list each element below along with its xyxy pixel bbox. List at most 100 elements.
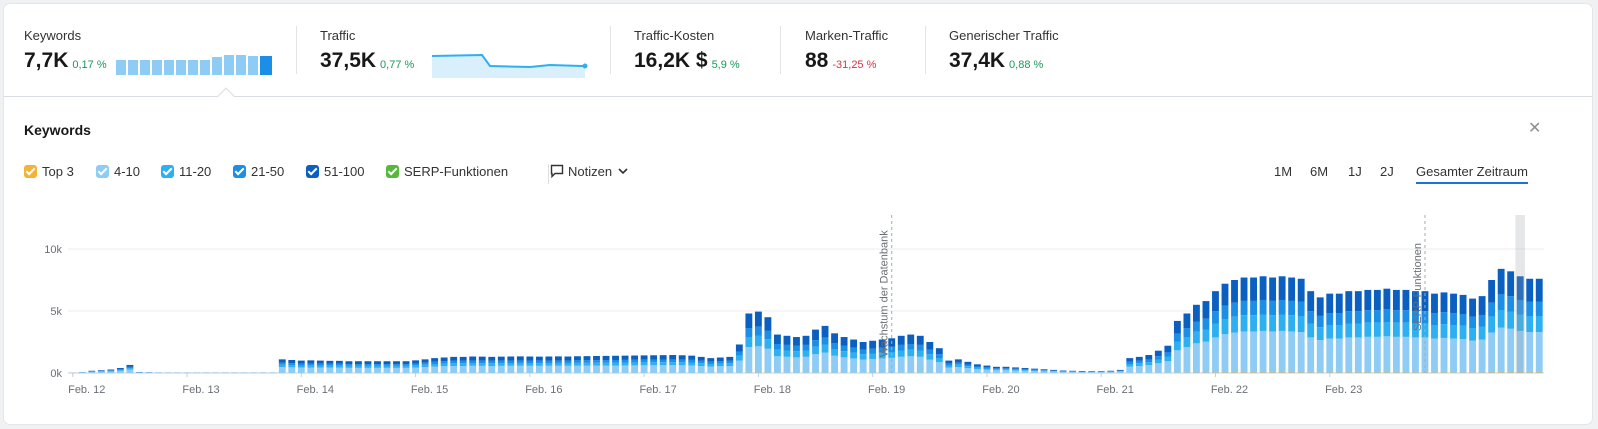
bar-stack[interactable]	[1526, 278, 1534, 373]
bar-stack[interactable]	[745, 313, 753, 373]
bar-stack[interactable]	[1345, 291, 1353, 373]
bar-stack[interactable]	[497, 356, 505, 373]
bar-stack[interactable]	[1031, 368, 1038, 373]
bar-stack[interactable]	[1269, 277, 1277, 373]
legend-item-21-50[interactable]: 21-50	[233, 164, 284, 184]
bar-stack[interactable]	[669, 355, 677, 373]
bar-stack[interactable]	[1059, 370, 1067, 373]
metric-keywords[interactable]: Keywords 7,7K 0,17 %	[24, 28, 107, 75]
bar-stack[interactable]	[1459, 294, 1467, 373]
bar-stack[interactable]	[821, 325, 829, 373]
period-all-time[interactable]: Gesamter Zeitraum	[1416, 164, 1528, 184]
bar-stack[interactable]	[278, 359, 286, 373]
bar-stack[interactable]	[1373, 289, 1381, 373]
bar-stack[interactable]	[954, 359, 962, 373]
bar-stack[interactable]	[631, 355, 639, 373]
bar-stack[interactable]	[612, 355, 619, 373]
bar-stack[interactable]	[1450, 293, 1457, 373]
bar-stack[interactable]	[1040, 369, 1048, 373]
bar-stack[interactable]	[964, 361, 972, 373]
bar-stack[interactable]	[107, 369, 115, 373]
bar-stack[interactable]	[374, 361, 381, 373]
bar-stack[interactable]	[288, 359, 296, 373]
bar-stack[interactable]	[1431, 293, 1438, 373]
bar-stack[interactable]	[897, 335, 905, 373]
bar-stack[interactable]	[907, 334, 915, 373]
bar-stack[interactable]	[650, 355, 658, 373]
legend-item-11-20[interactable]: 11-20	[161, 164, 211, 184]
bar-stack[interactable]	[707, 358, 715, 373]
bar-stack[interactable]	[1202, 301, 1210, 373]
bar-stack[interactable]	[735, 344, 743, 373]
metric-generic-traffic[interactable]: Generischer Traffic 37,4K 0,88 %	[949, 28, 1059, 75]
bar-stack[interactable]	[335, 360, 343, 373]
bar-stack[interactable]	[1354, 291, 1362, 373]
bar-stack[interactable]	[297, 360, 305, 373]
bar-stack[interactable]	[88, 370, 96, 373]
bar-stack[interactable]	[754, 311, 762, 373]
bar-stack[interactable]	[983, 365, 991, 373]
bar-stack[interactable]	[1316, 297, 1324, 373]
bar-stack[interactable]	[1021, 368, 1029, 373]
bar-stack[interactable]	[1193, 304, 1200, 373]
bar-stack[interactable]	[850, 339, 858, 373]
bar-stack[interactable]	[507, 356, 515, 373]
bar-stack[interactable]	[326, 360, 334, 373]
bar-stack[interactable]	[878, 339, 886, 373]
bar-stack[interactable]	[535, 356, 543, 373]
bar-stack[interactable]	[764, 317, 772, 373]
metric-traffic[interactable]: Traffic 37,5K 0,77 %	[320, 28, 414, 75]
bar-stack[interactable]	[1288, 277, 1296, 373]
period-1m[interactable]: 1M	[1274, 164, 1293, 179]
bar-stack[interactable]	[383, 361, 391, 373]
period-1y[interactable]: 1J	[1348, 164, 1362, 179]
bar-stack[interactable]	[1364, 289, 1372, 373]
bar-stack[interactable]	[1307, 291, 1315, 373]
bar-stack[interactable]	[1259, 276, 1267, 373]
bar-stack[interactable]	[926, 342, 934, 373]
bar-stack[interactable]	[402, 361, 410, 373]
metric-brand-traffic[interactable]: Marken-Traffic 88 -31,25 %	[805, 28, 888, 75]
bar-stack[interactable]	[1135, 356, 1143, 373]
bar-stack[interactable]	[421, 359, 429, 373]
bar-stack[interactable]	[1164, 345, 1172, 373]
bar-stack[interactable]	[1297, 278, 1305, 373]
bar-stack[interactable]	[802, 335, 810, 373]
bar-stack[interactable]	[431, 358, 439, 373]
bar-stack[interactable]	[831, 333, 838, 373]
bar-stack[interactable]	[1478, 296, 1486, 373]
bar-stack[interactable]	[945, 360, 953, 373]
bar-stack[interactable]	[1240, 277, 1248, 373]
bar-stack[interactable]	[1335, 293, 1343, 373]
bar-stack[interactable]	[1078, 371, 1086, 373]
period-2y[interactable]: 2J	[1380, 164, 1394, 179]
bar-stack[interactable]	[716, 357, 724, 374]
bar-stack[interactable]	[1183, 313, 1191, 373]
bar-stack[interactable]	[412, 360, 420, 373]
bar-stack[interactable]	[840, 337, 848, 373]
bar-stack[interactable]	[1231, 280, 1238, 373]
bar-stack[interactable]	[973, 364, 981, 373]
bar-stack[interactable]	[516, 356, 524, 373]
bar-stack[interactable]	[678, 355, 686, 373]
bar-stack[interactable]	[659, 355, 667, 373]
bar-stack[interactable]	[564, 356, 572, 373]
bar-stack[interactable]	[1402, 289, 1410, 373]
bar-stack[interactable]	[364, 361, 372, 373]
close-icon[interactable]: ✕	[1528, 120, 1542, 137]
bar-stack[interactable]	[574, 356, 581, 373]
period-6m[interactable]: 6M	[1310, 164, 1329, 179]
bar-stack[interactable]	[393, 361, 400, 373]
bar-stack[interactable]	[440, 357, 448, 374]
bar-stack[interactable]	[469, 356, 477, 373]
bar-stack[interactable]	[145, 372, 153, 373]
bar-stack[interactable]	[935, 348, 943, 373]
bar-stack[interactable]	[1088, 371, 1096, 373]
bar-stack[interactable]	[774, 334, 781, 373]
bar-stack[interactable]	[1383, 288, 1391, 373]
bar-stack[interactable]	[1250, 277, 1257, 373]
bar-stack[interactable]	[1069, 370, 1077, 373]
bar-stack[interactable]	[1107, 370, 1115, 373]
bar-stack[interactable]	[1392, 289, 1400, 373]
bar-stack[interactable]	[1145, 355, 1153, 373]
